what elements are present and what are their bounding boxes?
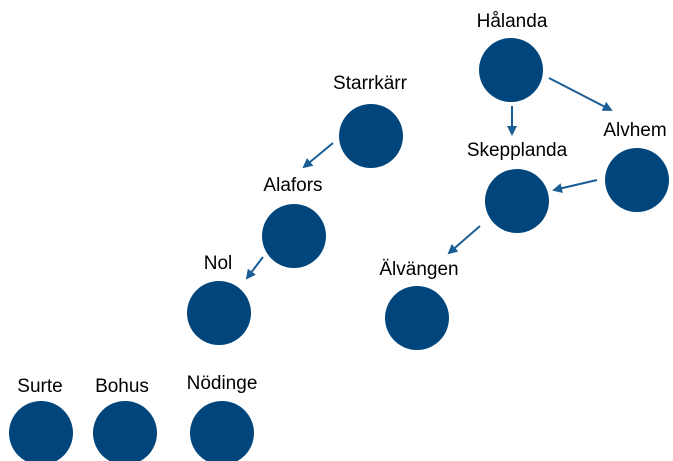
node-label: Nödinge (187, 373, 258, 394)
arrow (447, 225, 481, 255)
arrow (245, 256, 264, 280)
nodes: Hålanda Starrkärr Alvhem Skepplanda Alaf… (9, 11, 669, 461)
node-circle (9, 401, 73, 461)
node-circle (262, 204, 326, 268)
node-label: Nol (204, 253, 233, 274)
node-label: Alafors (263, 175, 322, 196)
node-circle (190, 401, 254, 461)
node-label: Bohus (95, 376, 149, 397)
node-circle (605, 148, 669, 212)
arrow (302, 142, 334, 169)
arrow (552, 179, 598, 194)
node-circle (187, 281, 251, 345)
node-label: Surte (17, 376, 62, 397)
node-circle (385, 286, 449, 350)
node-circle (485, 169, 549, 233)
node-label: Hålanda (477, 11, 548, 32)
node-label: Alvhem (603, 120, 666, 141)
node-circle (339, 104, 403, 168)
node-label: Starrkärr (333, 73, 408, 94)
node-label: Skepplanda (467, 140, 568, 161)
node-circle (93, 401, 157, 461)
node-label: Älvängen (379, 259, 458, 280)
arrows (245, 77, 613, 280)
arrow (548, 77, 613, 111)
node-circle (479, 38, 543, 102)
